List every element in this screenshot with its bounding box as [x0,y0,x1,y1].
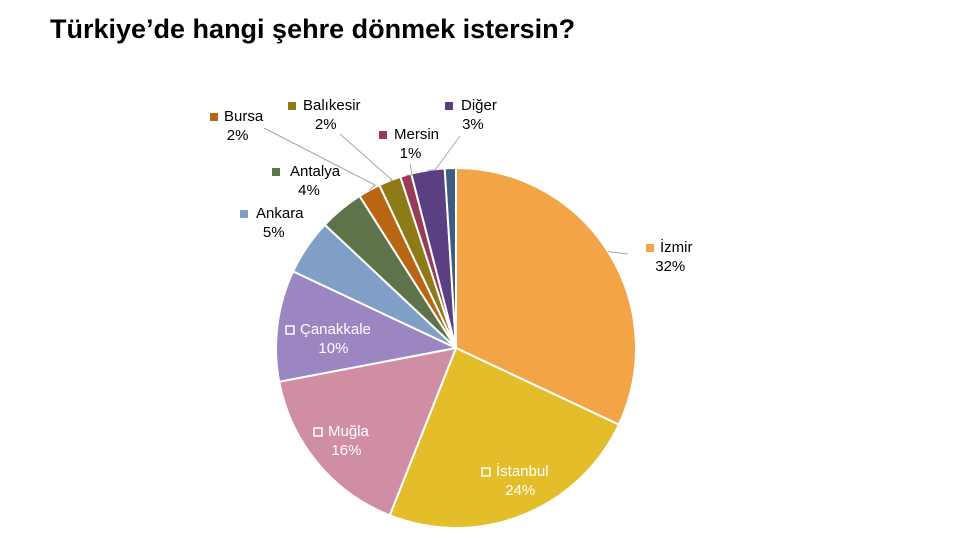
leader-line [427,135,461,171]
legend-key-icon [240,210,248,218]
slice-label: İzmir [660,238,693,256]
legend-key-icon [210,113,218,121]
chart-title: Türkiye’de hangi şehre dönmek istersin? [50,14,576,44]
pie-slice-unlabeled [443,166,457,349]
legend-key-icon [445,102,453,110]
slice-label: İstanbul [496,462,549,480]
slice-percent-label: 2% [315,116,337,133]
legend-key-icon [272,168,280,176]
legend-key-icon [379,131,387,139]
slice-label: Bursa [224,108,264,125]
slice-percent-label: 4% [298,182,320,199]
pie-slice-i̇stanbul [388,346,621,529]
slice-label: Mersin [394,126,439,143]
legend-key-icon [285,325,295,335]
slice-label: Ankara [256,205,304,222]
slice-label: Balıkesir [303,97,361,114]
slice-percent-label: 16% [331,442,361,459]
pie-slice-i̇zmir [455,166,637,426]
slice-percent-label: 24% [505,482,535,499]
slice-percent-label: 32% [655,258,685,275]
slice-label: Diğer [461,97,497,114]
slice-label: Çanakkale [300,321,371,338]
leader-line [339,133,394,182]
legend-key-icon [288,102,296,110]
slice-percent-label: 5% [263,224,285,241]
leader-line [263,127,376,191]
legend-key-icon [646,244,654,252]
leader-line [607,251,629,255]
pie-slice-muğla [278,346,458,517]
legend-key-icon [481,467,491,477]
slice-percent-label: 2% [227,127,249,144]
slice-label: Antalya [290,163,341,180]
leader-line [405,163,413,176]
legend-key-icon [313,427,323,437]
slice-percent-label: 1% [400,145,422,162]
slice-percent-label: 10% [318,340,348,357]
slice-label: Muğla [328,423,370,440]
pie-slice-çanakkale [275,270,460,383]
slice-percent-label: 3% [462,116,484,133]
